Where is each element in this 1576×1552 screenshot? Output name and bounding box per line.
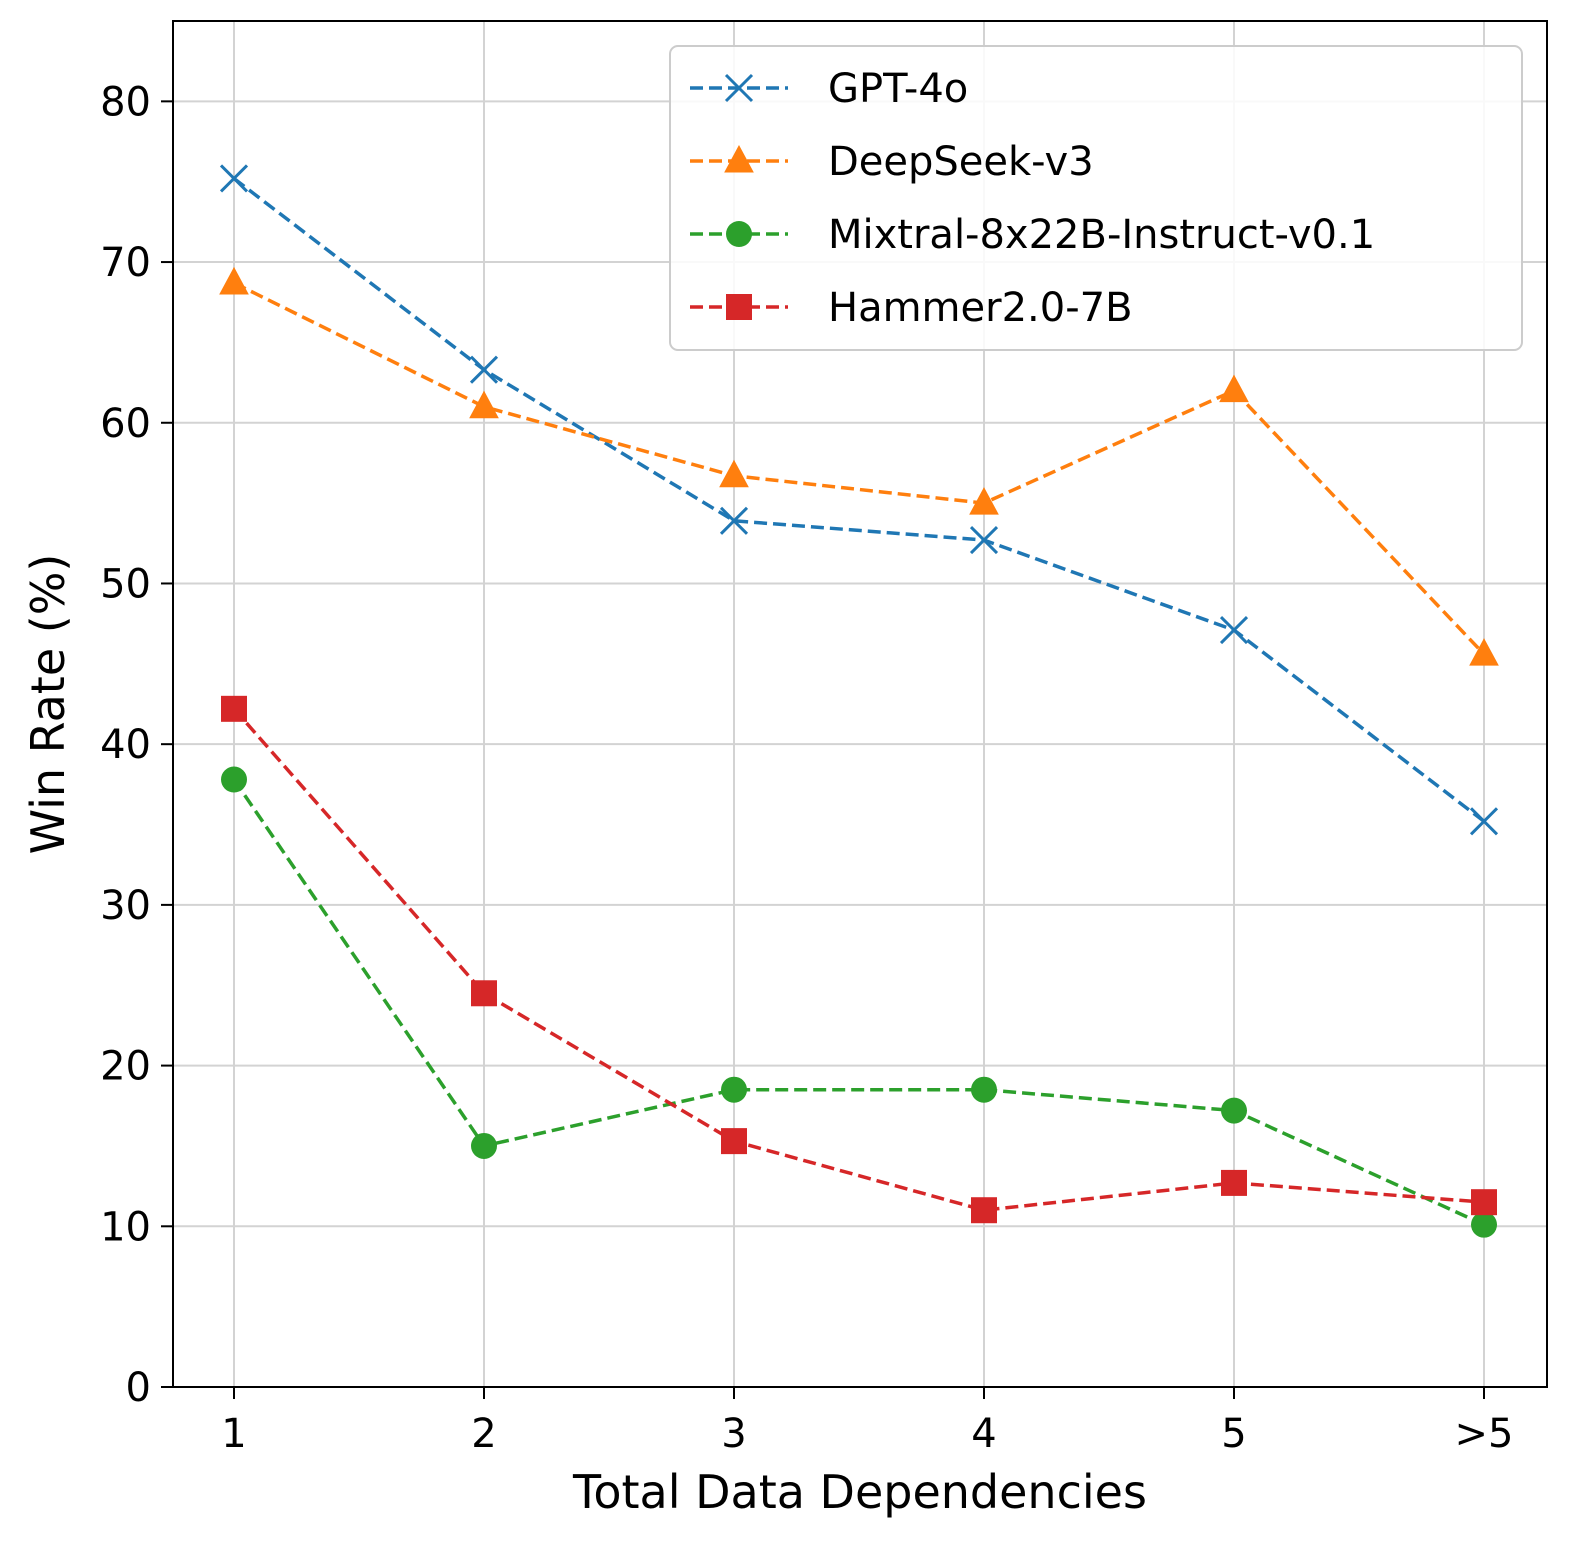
legend-item: Hammer2.0-7B (690, 285, 1133, 331)
y-axis-label: Win Rate (%) (21, 554, 75, 855)
marker-stroke (1469, 807, 1499, 836)
data-point (969, 526, 999, 555)
x-axis-label: Total Data Dependencies (572, 1465, 1147, 1519)
series-3 (221, 695, 1497, 1224)
legend-marker (726, 294, 752, 320)
data-point (1469, 807, 1499, 836)
y-tick-label: 20 (100, 1044, 151, 1090)
data-point (219, 266, 249, 295)
legend-frame (669, 45, 1523, 351)
data-point (1471, 1211, 1497, 1238)
y-tick-label: 30 (100, 883, 151, 929)
data-point (969, 487, 999, 515)
marker-stroke (724, 73, 754, 103)
data-point (471, 1132, 497, 1159)
y-tick-label: 0 (126, 1365, 151, 1411)
data-point (1471, 1189, 1497, 1216)
legend-item: GPT-4o (690, 66, 968, 112)
data-point (1221, 1097, 1247, 1124)
data-point (1469, 638, 1499, 666)
legend-marker (724, 73, 754, 103)
y-tick-label: 50 (100, 561, 151, 607)
y-tick-label: 10 (100, 1204, 151, 1250)
x-tick-label: >5 (1455, 1411, 1514, 1457)
plot-frame (172, 20, 1548, 1388)
series-line (233, 281, 1486, 656)
y-tick-label: 40 (100, 722, 151, 768)
x-axis-ticks: 1 2 3 4 5 >5 (221, 1387, 1513, 1457)
legend-label: Mixtral-8x22B-Instruct-v0.1 (828, 212, 1375, 258)
legend-item: Mixtral-8x22B-Instruct-v0.1 (690, 212, 1375, 258)
series-1 (219, 266, 1499, 666)
legend-marker (726, 221, 752, 247)
data-point (1219, 374, 1249, 403)
data-point (471, 980, 497, 1007)
y-axis-ticks: 0 10 20 30 40 50 60 70 80 (100, 79, 173, 1411)
data-point (1221, 1169, 1247, 1196)
marker-stroke (1219, 616, 1249, 645)
data-point (219, 164, 249, 193)
marker-stroke (719, 506, 749, 535)
data-point (719, 459, 749, 488)
x-tick-label: 5 (1221, 1411, 1246, 1457)
marker-stroke (969, 526, 999, 555)
marker-stroke (219, 164, 249, 193)
y-tick-label: 60 (100, 401, 151, 447)
series-line (232, 707, 1485, 1212)
legend-marker (724, 144, 754, 173)
y-tick-label: 80 (100, 79, 151, 125)
data-point (971, 1076, 997, 1103)
data-point (221, 766, 247, 793)
legend-item: DeepSeek-v3 (690, 139, 1094, 185)
x-tick-label: 1 (221, 1411, 246, 1457)
data-point (721, 1076, 747, 1103)
marker-stroke (469, 355, 499, 384)
series-line (232, 177, 1486, 823)
x-tick-label: 2 (471, 1411, 496, 1457)
data-point (1219, 616, 1249, 645)
data-point (469, 355, 499, 384)
data-point (721, 1128, 747, 1155)
legend-label: GPT-4o (828, 66, 968, 112)
series-line (232, 778, 1485, 1227)
data-point (971, 1197, 997, 1224)
legend-label: Hammer2.0-7B (828, 285, 1133, 331)
x-tick-label: 4 (971, 1411, 996, 1457)
series-2 (221, 766, 1497, 1238)
legend-label: DeepSeek-v3 (828, 139, 1094, 185)
series-layer (219, 164, 1499, 1238)
legend: GPT-4o DeepSeek-v3 Mixtral-8x22B-Instruct-… (669, 45, 1523, 351)
data-point (719, 506, 749, 535)
data-point (469, 390, 499, 419)
data-point (221, 695, 247, 722)
series-0 (219, 164, 1499, 836)
y-tick-label: 70 (100, 240, 151, 286)
x-tick-label: 3 (721, 1411, 746, 1457)
